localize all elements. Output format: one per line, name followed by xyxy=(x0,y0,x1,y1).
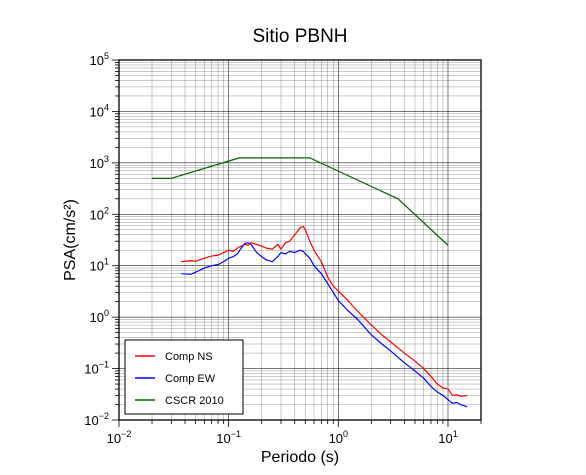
x-tick-label: 100 xyxy=(329,429,348,446)
x-tick-label: 101 xyxy=(438,429,457,446)
y-tick-label: 100 xyxy=(90,308,109,325)
grid xyxy=(118,59,482,421)
series-layer xyxy=(152,157,468,408)
y-tick-label: 102 xyxy=(90,205,109,222)
y-tick-label: 10−2 xyxy=(84,411,109,428)
y-tick-label: 103 xyxy=(90,154,109,171)
tick-labels: 10−2 10−1 100 101 10−2 10−1 100 101 102 103 104 105 xyxy=(84,51,457,446)
y-tick-label: 10−1 xyxy=(84,360,109,377)
series-line-comp-ns xyxy=(181,225,468,397)
y-tick-label: 101 xyxy=(90,257,109,274)
legend-box xyxy=(124,339,244,415)
x-axis-title: Periodo (s) xyxy=(261,449,339,466)
legend-label-comp-ns: Comp NS xyxy=(165,351,213,363)
plot-frame xyxy=(118,59,482,421)
legend-label-comp-ew: Comp EW xyxy=(165,373,216,385)
axis-ticks xyxy=(112,59,482,427)
legend: Comp NS Comp EW CSCR 2010 xyxy=(124,339,244,415)
series-line-cscr-2010 xyxy=(152,157,449,246)
y-axis-title: PSA(cm/s²) xyxy=(62,199,79,281)
y-tick-label: 105 xyxy=(90,51,109,68)
series-line-comp-ew xyxy=(181,242,468,408)
legend-label-cscr-2010: CSCR 2010 xyxy=(165,395,224,407)
x-tick-label: 10−2 xyxy=(107,429,132,446)
x-tick-label: 10−1 xyxy=(216,429,241,446)
chart-title: Sitio PBNH xyxy=(252,26,347,47)
y-tick-label: 104 xyxy=(90,102,109,119)
